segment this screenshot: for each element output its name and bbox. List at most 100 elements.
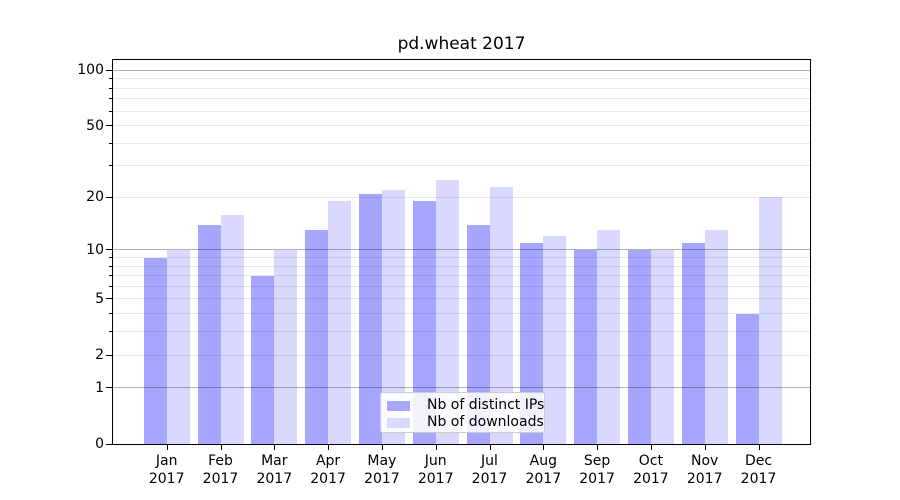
- x-tick-month: Dec: [744, 453, 773, 469]
- x-tick-year: 2017: [256, 471, 293, 487]
- x-tick-label-nov: Nov 2017: [673, 452, 737, 488]
- x-tick-month: Feb: [208, 453, 233, 469]
- y-tick-label: 10: [86, 241, 104, 258]
- chart-title: pd.wheat 2017: [397, 34, 526, 54]
- gridline-major: [113, 69, 810, 71]
- bar-nb-of-downloads-sep: [597, 230, 621, 444]
- x-tick: [166, 445, 168, 450]
- x-tick: [328, 445, 330, 450]
- x-tick: [220, 445, 222, 450]
- gridline-minor: [113, 275, 810, 277]
- x-tick: [650, 445, 652, 450]
- y-tick-minor: [109, 98, 112, 100]
- bar-nb-of-distinct-ips-feb: [197, 224, 221, 444]
- y-tick: [106, 69, 112, 71]
- legend: Nb of distinct IPs Nb of downloads: [380, 392, 545, 433]
- x-tick-month: Sep: [583, 453, 611, 469]
- y-tick: [106, 196, 112, 198]
- bar-nb-of-distinct-ips-oct: [627, 249, 651, 444]
- y-tick-minor: [109, 142, 112, 144]
- x-tick-month: Jan: [155, 453, 178, 469]
- legend-swatch-distinct-ips: [387, 400, 410, 411]
- x-tick-label-jul: Jul 2017: [458, 452, 522, 488]
- gridline-major: [113, 249, 810, 251]
- x-tick-label-aug: Aug 2017: [511, 452, 575, 488]
- x-tick-month: Oct: [638, 453, 663, 469]
- gridline-minor: [113, 265, 810, 267]
- y-tick-label: 100: [77, 62, 104, 79]
- bar-nb-of-downloads-aug: [543, 236, 567, 444]
- bar-nb-of-distinct-ips-may: [358, 193, 382, 444]
- x-tick-month: May: [367, 453, 397, 469]
- gridline-minor: [113, 87, 810, 89]
- y-tick-minor: [109, 285, 112, 287]
- bar-nb-of-downloads-mar: [274, 249, 298, 444]
- x-tick-year: 2017: [310, 471, 346, 487]
- gridline-minor: [113, 331, 810, 333]
- gridline-minor: [113, 285, 810, 287]
- x-tick-label-may: May 2017: [350, 452, 414, 488]
- x-tick-month: Apr: [315, 453, 341, 469]
- x-tick: [489, 445, 491, 450]
- bar-nb-of-downloads-jun: [435, 180, 459, 444]
- x-tick-label-oct: Oct 2017: [619, 452, 683, 488]
- gridline-minor: [113, 110, 810, 112]
- gridline-minor: [113, 257, 810, 258]
- bar-nb-of-downloads-dec: [758, 197, 782, 444]
- x-tick-label-jun: Jun 2017: [404, 452, 468, 488]
- x-tick: [274, 445, 276, 450]
- y-tick-minor: [109, 87, 112, 89]
- bar-nb-of-distinct-ips-apr: [305, 230, 329, 444]
- x-tick-year: 2017: [148, 471, 185, 487]
- bar-nb-of-downloads-nov: [704, 230, 728, 444]
- x-tick: [435, 445, 437, 450]
- gridline-minor: [113, 98, 810, 100]
- y-tick-minor: [109, 257, 112, 258]
- y-tick: [106, 298, 112, 300]
- gridline-minor: [113, 165, 810, 167]
- x-tick-label-mar: Mar 2017: [242, 452, 306, 488]
- x-tick-month: Aug: [529, 453, 557, 469]
- bar-nb-of-distinct-ips-nov: [681, 242, 705, 444]
- y-tick-minor: [109, 265, 112, 267]
- gridline-minor: [113, 313, 810, 315]
- gridline-minor: [113, 78, 810, 80]
- gridline-minor: [113, 354, 810, 356]
- y-tick-label: 5: [95, 290, 104, 307]
- bar-nb-of-downloads-oct: [650, 249, 674, 444]
- x-tick-month: Jun: [424, 453, 447, 469]
- x-tick-label-dec: Dec 2017: [727, 452, 791, 488]
- gridline-minor: [113, 298, 810, 300]
- x-tick: [381, 445, 383, 450]
- x-tick-year: 2017: [202, 471, 239, 487]
- x-tick: [597, 445, 599, 450]
- x-tick-year: 2017: [579, 471, 615, 487]
- y-tick: [106, 354, 112, 356]
- y-tick-minor: [109, 78, 112, 80]
- y-tick-label: 0: [95, 436, 104, 452]
- x-tick-label-sep: Sep 2017: [565, 452, 629, 488]
- bar-nb-of-distinct-ips-dec: [735, 313, 759, 444]
- y-tick-minor: [109, 110, 112, 112]
- x-tick-month: Nov: [691, 453, 719, 469]
- y-tick: [106, 125, 112, 127]
- x-tick: [704, 445, 706, 450]
- gridline-major: [113, 387, 810, 389]
- gridline-minor: [113, 125, 810, 127]
- gridline-minor: [113, 196, 810, 198]
- legend-item-distinct-ips: Nb of distinct IPs: [387, 397, 544, 414]
- bar-nb-of-distinct-ips-jun: [412, 201, 436, 444]
- bar-nb-of-distinct-ips-sep: [574, 249, 598, 444]
- bar-nb-of-downloads-may: [381, 190, 405, 444]
- x-tick: [758, 445, 760, 450]
- plot-area: Nb of distinct IPs Nb of downloads: [112, 59, 811, 445]
- x-tick-year: 2017: [417, 471, 454, 487]
- bar-nb-of-downloads-jul: [489, 186, 513, 444]
- x-tick-month: Mar: [261, 453, 288, 469]
- x-tick-month: Jul: [481, 453, 498, 469]
- y-tick-label: 50: [86, 117, 104, 134]
- y-tick-minor: [109, 165, 112, 167]
- y-tick: [106, 443, 112, 445]
- bar-nb-of-downloads-jan: [166, 249, 190, 444]
- y-tick: [106, 249, 112, 251]
